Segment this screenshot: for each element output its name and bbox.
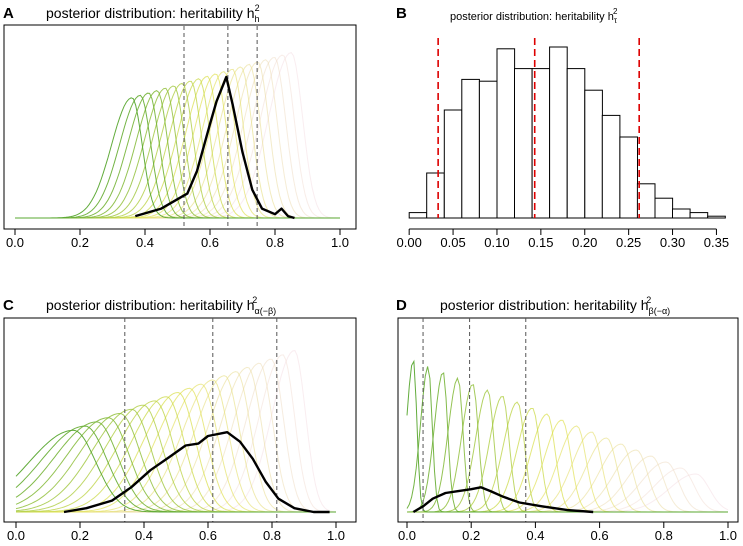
posterior-curve [407,449,728,513]
panel-b: B posterior distribution: heritability h… [396,5,729,250]
histogram-bar [636,183,656,219]
posterior-curve [15,54,340,219]
x-tick-label: 0.20 [572,235,597,250]
x-tick-label: 1.0 [719,528,737,543]
histogram-bar [443,109,463,219]
panel-b-title: posterior distribution: heritability hτ2 [450,7,618,25]
posterior-curve [406,366,728,513]
posterior-curve [16,375,336,513]
x-tick-label: 0.0 [7,528,25,543]
posterior-curve [407,408,728,513]
panel-a-plot [15,26,340,228]
panel-a-x-axis: 0.0 0.2 0.4 0.6 0.8 1.0 [6,228,349,250]
x-tick-label: 0.6 [201,235,219,250]
posterior-curve [407,401,728,513]
histogram-bar [672,208,691,219]
posterior-curve [15,61,340,219]
histogram-bar [707,215,726,219]
panel-b-label: B [396,5,407,22]
panel-d: D posterior distribution: heritability h… [396,295,739,543]
panel-a: A posterior distribution: heritability h… [3,3,357,250]
bold-posterior-curve [134,75,295,220]
posterior-curve [407,389,728,513]
posterior-curve [407,461,728,513]
x-tick-label: 0.2 [71,528,89,543]
histogram-bar [566,68,586,219]
x-tick-label: 0.0 [6,235,24,250]
panel-d-x-axis: 0.0 0.2 0.4 0.6 0.8 1.0 [398,521,737,543]
posterior-curve [16,400,336,513]
x-tick-label: 0.8 [266,235,284,250]
x-tick-label: 0.8 [655,528,673,543]
posterior-curve [15,97,340,219]
panel-b-plot [408,38,726,219]
bold-posterior-curve [412,486,594,514]
x-tick-label: 0.35 [704,235,729,250]
histogram-bar [514,68,533,219]
panel-d-title: posterior distribution: heritability hβ(… [440,295,670,316]
x-tick-label: 0.10 [484,235,509,250]
posterior-curve [407,473,729,513]
histogram-bar [426,172,445,219]
posterior-curve [15,66,340,219]
panel-a-label: A [3,5,14,22]
panel-c-title: posterior distribution: heritability hα(… [46,295,276,316]
x-tick-label: 0.6 [199,528,217,543]
histogram-bar [549,46,568,219]
panel-c-label: C [3,297,14,314]
panel-c: C posterior distribution: heritability h… [3,295,357,543]
x-tick-label: 0.2 [71,235,89,250]
histogram-bar [619,136,639,219]
panel-a-title: posterior distribution: heritability hh2 [46,3,260,24]
x-tick-label: 1.0 [331,235,349,250]
x-tick-label: 0.4 [526,528,544,543]
panel-d-plot [406,318,729,522]
x-tick-label: 0.15 [528,235,553,250]
histogram-bar [478,80,498,219]
x-tick-label: 0.30 [660,235,685,250]
histogram-bar [689,212,709,219]
posterior-curve [406,359,728,513]
panel-d-label: D [396,297,407,314]
x-tick-label: 0.2 [462,528,480,543]
x-tick-label: 0.6 [591,528,609,543]
histogram-bar [601,114,621,219]
posterior-curve [407,413,728,513]
posterior-curve [407,419,728,513]
bold-posterior-curve [63,431,330,514]
x-tick-label: 0.00 [397,235,422,250]
histogram-bar [496,48,516,219]
x-tick-label: 0.05 [440,235,465,250]
posterior-curve [407,396,728,513]
histogram-bar [584,89,603,219]
posterior-curve [16,366,336,513]
posterior-curve [407,384,728,513]
x-tick-label: 0.25 [616,235,641,250]
posterior-curve [15,56,340,219]
panel-c-x-axis: 0.0 0.2 0.4 0.6 0.8 1.0 [7,521,345,543]
x-tick-label: 1.0 [327,528,345,543]
posterior-curve [15,59,340,219]
x-tick-label: 0.0 [398,528,416,543]
panel-b-x-axis: 0.00 0.05 0.10 0.15 0.20 0.25 0.30 0.35 [397,228,729,250]
panel-c-frame [3,317,357,523]
panel-c-plot [15,318,337,522]
x-tick-label: 0.4 [135,528,153,543]
posterior-curve [15,429,336,513]
posterior-curve [15,408,336,513]
histogram-bar [408,212,428,219]
x-tick-label: 0.4 [136,235,154,250]
histogram-bar [461,78,480,219]
x-tick-label: 0.8 [263,528,281,543]
histogram-bar [654,197,674,219]
